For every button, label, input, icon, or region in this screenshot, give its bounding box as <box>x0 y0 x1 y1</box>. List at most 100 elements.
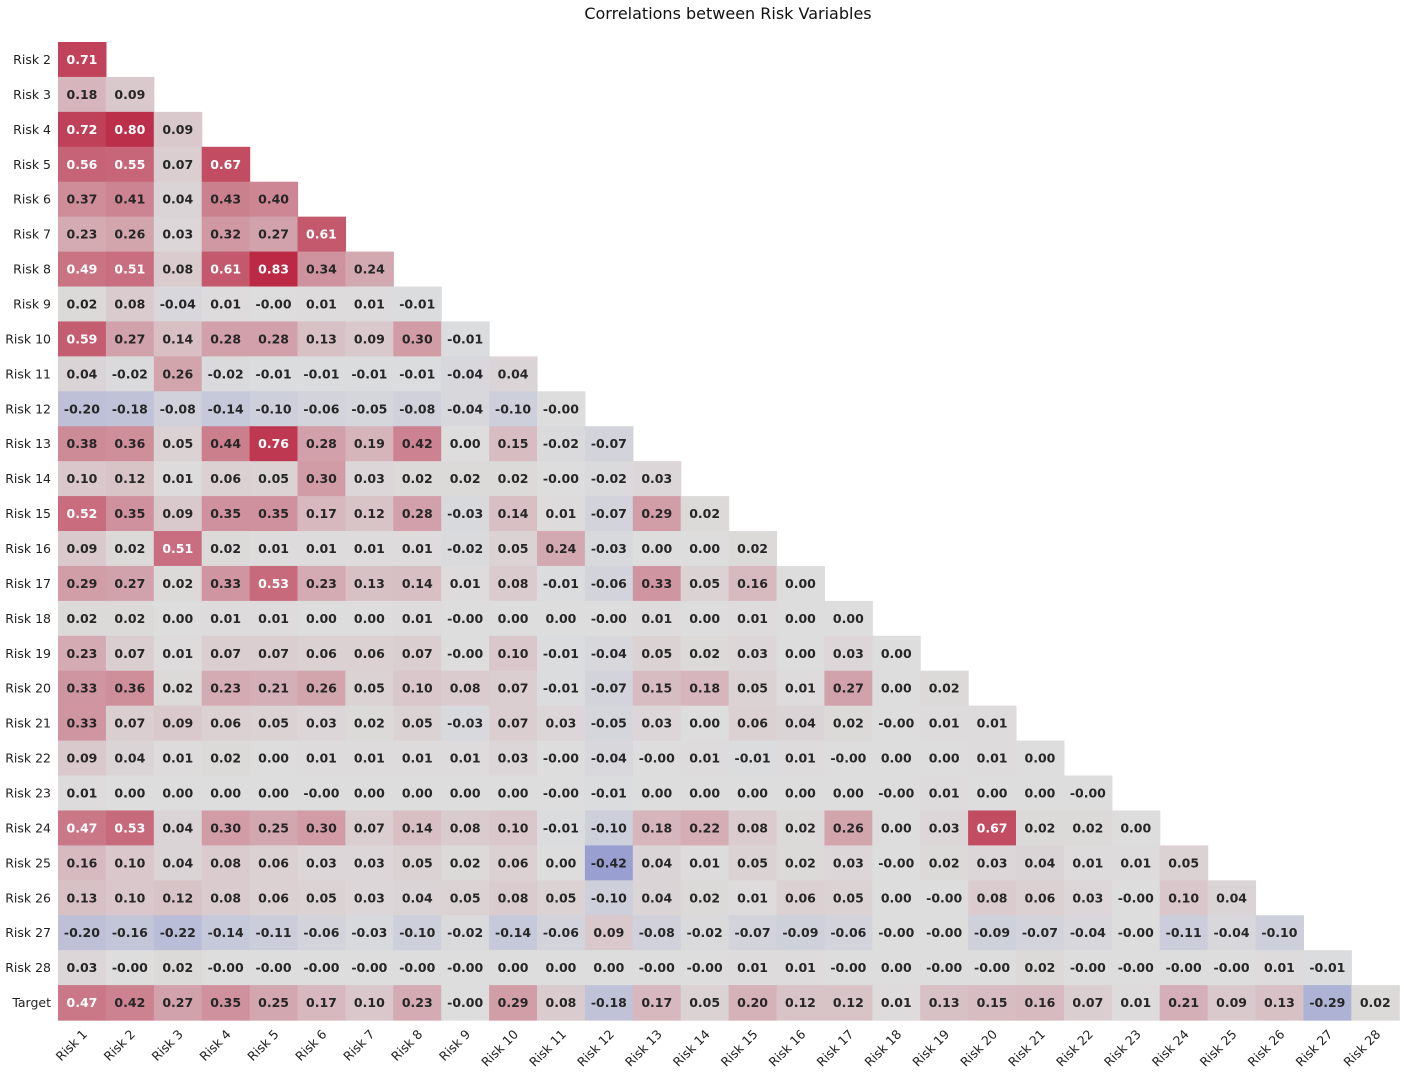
heatmap-cell <box>1111 845 1161 881</box>
cell-value-label: 0.29 <box>67 576 98 591</box>
cell-value-label: 0.06 <box>498 855 529 870</box>
heatmap-cell <box>58 461 107 497</box>
heatmap-cell <box>201 670 251 707</box>
heatmap-cell <box>584 461 634 497</box>
cell-value-label: -0.05 <box>351 401 387 416</box>
heatmap-cell <box>345 565 394 602</box>
cell-value-label: 0.02 <box>737 541 768 556</box>
heatmap-cell <box>393 600 442 637</box>
heatmap-cell <box>824 880 873 916</box>
x-tick-label: Risk 19 <box>909 1027 952 1070</box>
cell-value-label: 0.23 <box>67 646 98 661</box>
cell-value-label: -0.18 <box>112 401 148 416</box>
heatmap-cell <box>728 810 778 846</box>
cell-value-label: -0.01 <box>543 576 579 591</box>
cell-value-label: 0.08 <box>162 262 193 277</box>
heatmap-cell <box>584 775 634 812</box>
heatmap-cell <box>824 950 873 986</box>
heatmap-cell <box>345 531 394 567</box>
heatmap-cell <box>345 775 394 812</box>
heatmap-cell <box>297 670 346 707</box>
heatmap-cell <box>297 705 346 742</box>
cell-value-label: -0.00 <box>1070 960 1106 975</box>
heatmap-cell <box>105 461 155 497</box>
y-tick-label: Risk 18 <box>5 611 51 626</box>
heatmap-cell <box>393 775 442 812</box>
cell-value-label: 0.33 <box>641 576 672 591</box>
cell-value-label: 0.10 <box>114 855 145 870</box>
heatmap-cell <box>297 531 346 567</box>
heatmap-cell <box>58 985 107 1021</box>
heatmap-cell <box>153 181 203 218</box>
cell-value-label: 0.27 <box>258 227 289 242</box>
x-tick-label: Risk 5 <box>244 1027 281 1064</box>
cell-value-label: 0.02 <box>785 855 816 870</box>
cell-value-label: 0.61 <box>306 227 337 242</box>
x-tick-label: Risk 10 <box>478 1027 521 1070</box>
heatmap-cell <box>824 775 873 812</box>
heatmap-cell <box>297 635 346 672</box>
cell-value-label: 0.56 <box>67 157 98 172</box>
cell-value-label: 0.03 <box>354 855 385 870</box>
heatmap-cell <box>393 950 442 986</box>
cell-value-label: 0.01 <box>210 296 241 311</box>
cell-value-label: 0.09 <box>354 331 385 346</box>
cell-value-label: -0.04 <box>1070 925 1106 940</box>
cell-value-label: 0.03 <box>977 855 1008 870</box>
heatmap-cell <box>920 775 969 812</box>
heatmap-cell <box>680 775 730 812</box>
heatmap-cell <box>632 531 682 567</box>
heatmap-cell <box>1255 985 1304 1021</box>
cell-value-label: 0.07 <box>258 646 289 661</box>
cell-value-label: 0.17 <box>306 995 337 1010</box>
heatmap-cell <box>393 915 442 951</box>
heatmap-cell <box>489 461 538 497</box>
heatmap-cell <box>680 496 730 532</box>
cell-value-label: 0.00 <box>689 716 720 731</box>
heatmap-cell <box>297 496 346 532</box>
cell-value-label: 0.17 <box>641 995 672 1010</box>
x-tick-label: Risk 20 <box>957 1027 1000 1070</box>
x-tick-label: Risk 11 <box>526 1027 569 1070</box>
heatmap-cell <box>249 740 299 777</box>
heatmap-cell <box>201 146 251 183</box>
cell-value-label: 0.06 <box>258 855 289 870</box>
heatmap-cell <box>58 531 107 567</box>
cell-value-label: 0.07 <box>210 646 241 661</box>
heatmap-cell <box>105 670 155 707</box>
cell-value-label: 0.30 <box>306 471 337 486</box>
heatmap-cell <box>297 391 346 427</box>
cell-value-label: 0.02 <box>1072 820 1103 835</box>
heatmap-cell <box>249 356 299 392</box>
heatmap-cell <box>297 565 346 602</box>
heatmap-cell <box>776 670 825 707</box>
heatmap-cell <box>297 915 346 951</box>
heatmap-cell <box>728 600 778 637</box>
heatmap-cell <box>297 845 346 881</box>
cell-value-label: 0.53 <box>114 820 145 835</box>
cell-value-label: 0.09 <box>114 87 145 102</box>
cell-value-label: 0.28 <box>210 331 241 346</box>
cell-value-label: 0.21 <box>258 681 289 696</box>
cell-value-label: 0.01 <box>258 541 289 556</box>
cell-value-label: 0.22 <box>689 820 720 835</box>
cell-value-label: -0.00 <box>926 890 962 905</box>
heatmap-cell <box>632 985 682 1021</box>
cell-value-label: 0.00 <box>881 960 912 975</box>
heatmap-cell <box>58 111 107 148</box>
y-tick-label: Risk 13 <box>5 436 51 451</box>
y-tick-label: Target <box>11 995 51 1010</box>
cell-value-label: -0.02 <box>112 366 148 381</box>
heatmap-cell <box>249 531 299 567</box>
cell-value-label: -0.07 <box>591 506 627 521</box>
cell-value-label: 0.13 <box>354 576 385 591</box>
cell-value-label: 0.01 <box>641 611 672 626</box>
heatmap-cell <box>968 985 1017 1021</box>
cell-value-label: 0.00 <box>833 611 864 626</box>
cell-value-label: 0.00 <box>162 611 193 626</box>
cell-value-label: 0.00 <box>354 611 385 626</box>
heatmap-cell <box>201 985 251 1021</box>
heatmap-cell <box>153 461 203 497</box>
cell-value-label: 0.06 <box>737 716 768 731</box>
cell-value-label: -0.02 <box>543 436 579 451</box>
